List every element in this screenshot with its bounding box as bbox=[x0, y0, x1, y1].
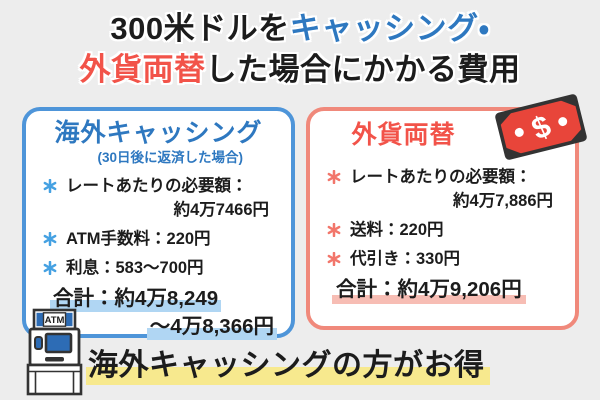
cashing-total-line1: 合計：約4万8,249 bbox=[50, 287, 222, 312]
item-value: 約4万7466円 bbox=[173, 201, 269, 219]
exchange-cost-box: $ 外貨両替 レートあたりの必要額： 約4万7,886円 送料：220円 代引き… bbox=[306, 94, 587, 330]
cashing-cost-box: 海外キャッシング (30日後に返済した場合) レートあたりの必要額： 約4万74… bbox=[22, 107, 295, 341]
item-value: 約4万7,886円 bbox=[453, 192, 553, 210]
atm-icon: ATM bbox=[26, 308, 83, 396]
cashing-item-rate: レートあたりの必要額： 約4万7466円 bbox=[40, 174, 277, 222]
cashing-box-title: 海外キャッシング bbox=[54, 119, 263, 147]
exchange-box-title: 外貨両替 bbox=[351, 121, 456, 149]
exchange-total-text: 合計：約4万9,206円 bbox=[332, 278, 526, 304]
title-part-amount: 300米ドルを bbox=[110, 11, 290, 46]
cashing-item-atm-fee: ATM手数料：220円 bbox=[40, 227, 277, 251]
conclusion-text: 海外キャッシングの方がお得 bbox=[86, 345, 490, 387]
cashing-total: 合計：約4万8,249 〜4万8,366円 bbox=[40, 285, 277, 341]
page-title: 300米ドルをキャッシング・外貨両替した場合にかかる費用 bbox=[0, 8, 600, 90]
item-label: レートあたりの必要額： bbox=[350, 168, 532, 186]
cashing-box-subtitle: (30日後に返済した場合) bbox=[97, 150, 243, 165]
cashing-item-interest: 利息：583〜700円 bbox=[40, 256, 277, 280]
exchange-item-shipping: 送料：220円 bbox=[324, 218, 561, 242]
atm-sign-label: ATM bbox=[45, 315, 65, 326]
asterisk-bullet-icon bbox=[43, 232, 57, 246]
title-part-exchange: 外貨両替 bbox=[79, 52, 206, 87]
exchange-total: 合計：約4万9,206円 bbox=[324, 276, 561, 304]
title-part-cost: した場合にかかる費用 bbox=[205, 52, 521, 87]
conclusion-highlight: 海外キャッシングの方がお得 bbox=[86, 349, 490, 385]
asterisk-bullet-icon bbox=[43, 179, 57, 193]
asterisk-bullet-icon bbox=[43, 261, 57, 275]
item-label: 送料：220円 bbox=[350, 221, 444, 239]
item-label: 代引き：330円 bbox=[350, 250, 461, 268]
item-label: ATM手数料：220円 bbox=[66, 230, 211, 248]
asterisk-bullet-icon bbox=[327, 252, 341, 266]
asterisk-bullet-icon bbox=[327, 170, 341, 184]
cashing-total-line2: 〜4万8,366円 bbox=[146, 315, 277, 340]
item-label: レートあたりの必要額： bbox=[66, 177, 248, 195]
exchange-item-rate: レートあたりの必要額： 約4万7,886円 bbox=[324, 165, 561, 213]
dollar-bill-icon: $ bbox=[495, 94, 587, 160]
item-label: 利息：583〜700円 bbox=[66, 259, 204, 277]
title-part-cashing: キャッシング・ bbox=[289, 11, 490, 46]
asterisk-bullet-icon bbox=[327, 223, 341, 237]
exchange-item-cod: 代引き：330円 bbox=[324, 247, 561, 271]
